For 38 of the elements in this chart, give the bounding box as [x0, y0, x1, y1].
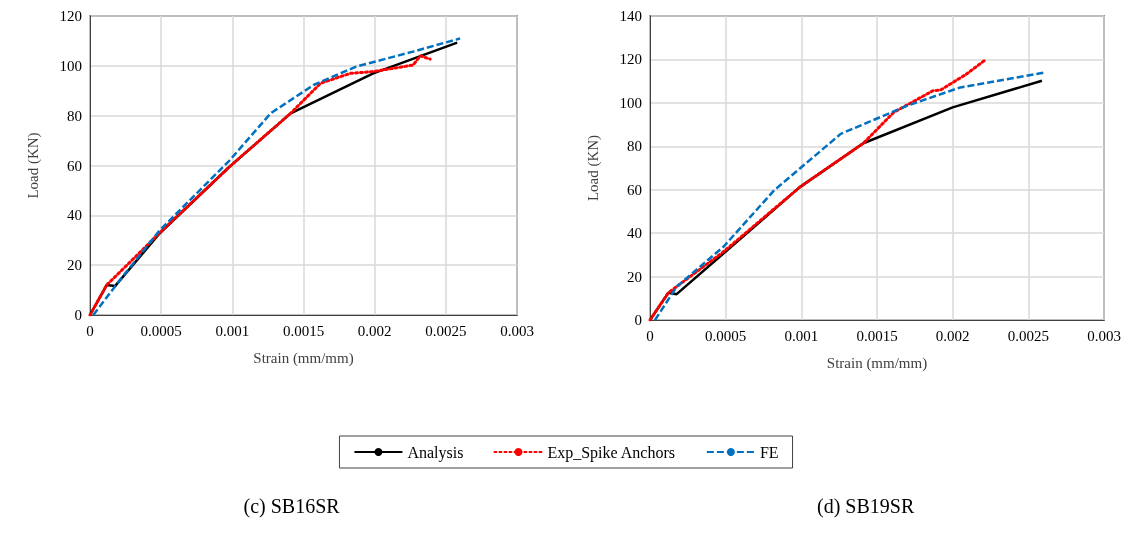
x-tick-label: 0.0005	[705, 327, 747, 344]
legend-label: FE	[759, 443, 779, 461]
y-tick-label: 60	[67, 157, 82, 174]
y-tick-label: 120	[59, 8, 82, 24]
x-tick-label: 0.002	[357, 322, 392, 339]
y-axis-title: Load (KN)	[24, 132, 42, 199]
y-tick-label: 20	[627, 268, 642, 285]
text: (c) SB16SR	[243, 495, 341, 518]
legend-label: Exp_Spike Anchors	[547, 443, 675, 462]
y-tick-label: 60	[627, 181, 642, 198]
x-tick-label: 0.003	[500, 322, 534, 339]
y-tick-label: 40	[67, 207, 82, 224]
x-tick-label: 0.0015	[282, 322, 325, 339]
y-tick-label: 80	[67, 107, 82, 124]
y-tick-label: 120	[619, 51, 642, 68]
y-tick-label: 80	[627, 138, 642, 155]
x-tick-label: 0.0005	[140, 322, 182, 339]
x-tick-label: 0.0025	[1007, 327, 1049, 344]
x-tick-label: 0.001	[784, 327, 819, 344]
y-tick-label: 100	[619, 94, 642, 111]
y-tick-label: 20	[67, 257, 82, 274]
y-tick-label: 140	[619, 8, 642, 24]
x-tick-label: 0	[86, 322, 94, 339]
x-tick-label: 0.001	[215, 322, 250, 339]
y-tick-label: 0	[634, 312, 642, 328]
y-tick-label: 40	[627, 225, 642, 242]
text: (d) SB19SR	[817, 495, 915, 518]
x-tick-label: 0.0025	[425, 322, 467, 339]
x-axis-title: Strain (mm/mm)	[826, 354, 928, 372]
x-tick-label: 0.003	[1087, 327, 1121, 344]
x-axis-title: Strain (mm/mm)	[253, 349, 354, 367]
x-tick-label: 0.002	[935, 327, 970, 344]
y-tick-label: 0	[74, 307, 82, 323]
x-tick-label: 0	[646, 327, 654, 344]
x-tick-label: 0.0015	[856, 327, 898, 344]
y-tick-label: 100	[59, 57, 82, 74]
y-axis-title: Load (KN)	[584, 134, 602, 202]
legend-label: Analysis	[407, 443, 464, 462]
